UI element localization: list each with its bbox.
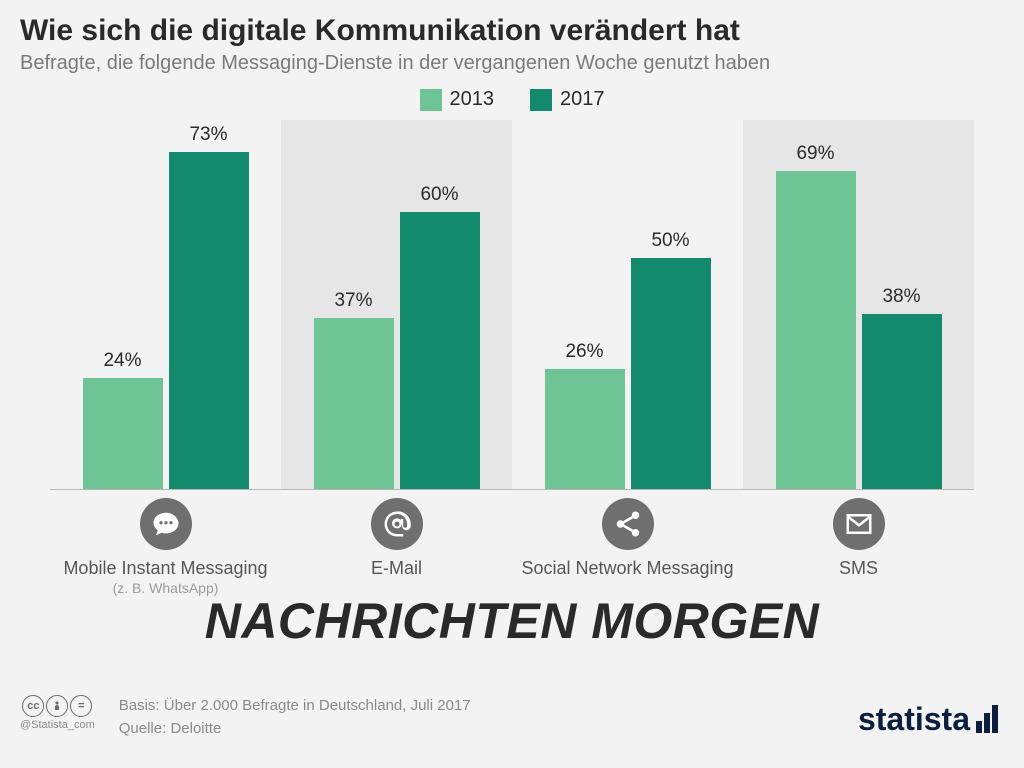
bar-value-label: 50% [631,230,711,252]
legend-label: 2017 [560,88,605,111]
statista-logo: statista [858,701,998,738]
bar-group: 24%73% [50,120,281,489]
bar: 24% [83,378,163,489]
cc-icon: cc [22,695,44,717]
chart-canvas: Wie sich die digitale Kommunikation verä… [0,0,1024,768]
legend-swatch [420,89,442,111]
bar: 69% [776,171,856,489]
share-icon [602,498,654,550]
overlay-watermark: NACHRICHTEN MORGEN [0,592,1024,650]
axis-category: Social Network Messaging [512,498,743,596]
bar-group: 37%60% [281,120,512,489]
bar-value-label: 60% [400,184,480,206]
footer: cc = @Statista_com Basis: Über 2.000 Bef… [20,695,471,740]
legend-item-2013: 2013 [420,88,495,111]
bar: 73% [169,152,249,489]
bar-group: 26%50% [512,120,743,489]
legend-swatch [530,89,552,111]
bar-value-label: 24% [83,350,163,372]
category-label: Social Network Messaging [512,558,743,580]
bar-value-label: 37% [314,290,394,312]
bar: 50% [631,258,711,489]
bar-value-label: 26% [545,341,625,363]
brand-text: statista [858,701,970,738]
by-icon [46,695,68,717]
legend-label: 2013 [450,88,495,111]
bar-group: 69%38% [743,120,974,489]
bar-value-label: 69% [776,143,856,165]
at-icon [371,498,423,550]
legend-item-2017: 2017 [530,88,605,111]
chart-title: Wie sich die digitale Kommunikation verä… [20,14,740,48]
bar-value-label: 73% [169,124,249,146]
cc-license: cc = @Statista_com [20,695,95,731]
chart-subtitle: Befragte, die folgende Messaging-Dienste… [20,52,770,75]
bar: 37% [314,318,394,489]
axis-labels: Mobile Instant Messaging(z. B. WhatsApp)… [50,498,974,596]
category-label: E-Mail [281,558,512,580]
nd-icon: = [70,695,92,717]
brand-bars-icon [976,705,998,733]
statista-handle: @Statista_com [20,719,95,731]
bar-chart: 24%73%37%60%26%50%69%38% [50,120,974,490]
legend: 2013 2017 [0,88,1024,111]
basis-text: Basis: Über 2.000 Befragte in Deutschlan… [119,695,471,718]
axis-category: E-Mail [281,498,512,596]
bar: 38% [862,314,942,489]
bar: 26% [545,369,625,489]
category-label: SMS [743,558,974,580]
bar: 60% [400,212,480,489]
axis-category: Mobile Instant Messaging(z. B. WhatsApp) [50,498,281,596]
bar-value-label: 38% [862,286,942,308]
quelle-text: Quelle: Deloitte [119,718,471,741]
source-text: Basis: Über 2.000 Befragte in Deutschlan… [119,695,471,740]
mail-icon [833,498,885,550]
category-label: Mobile Instant Messaging [50,558,281,580]
chat-icon [140,498,192,550]
axis-category: SMS [743,498,974,596]
